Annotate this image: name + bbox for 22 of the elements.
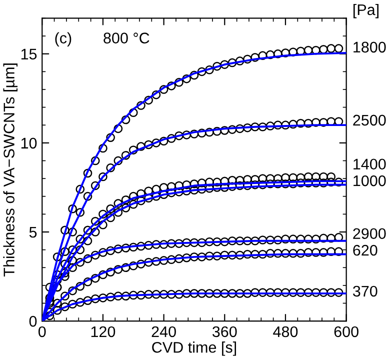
x-tick-label: 360 [212, 326, 237, 338]
x-tick-label: 120 [91, 326, 116, 338]
x-tick-label: 240 [152, 326, 176, 338]
y-tick-label: 0 [29, 316, 37, 327]
legend-label: 2900 [353, 228, 386, 240]
x-tick-label: 480 [273, 326, 298, 338]
y-tick-label: 5 [29, 227, 37, 238]
annotation: 800 °C [104, 32, 150, 44]
legend-label: 370 [352, 286, 378, 297]
x-tick-label: 0 [38, 326, 46, 338]
x-tick-label: 600 [334, 326, 358, 338]
y-axis-title: Thickness of VA−SWCNTs [µm] [3, 64, 18, 276]
y-tick-label: 10 [21, 138, 37, 149]
legend-label: 1400 [354, 158, 386, 170]
legend-label: 1000 [354, 175, 386, 186]
annotation: (c) [55, 32, 72, 47]
x-axis-title: CVD time [s] [152, 342, 236, 356]
legend-label: 1800 [354, 42, 386, 53]
y-tick-label: 15 [21, 48, 37, 60]
legend-label: 620 [353, 244, 378, 256]
legend-label: 2500 [353, 114, 386, 126]
legend-title: [Pa] [353, 4, 378, 18]
